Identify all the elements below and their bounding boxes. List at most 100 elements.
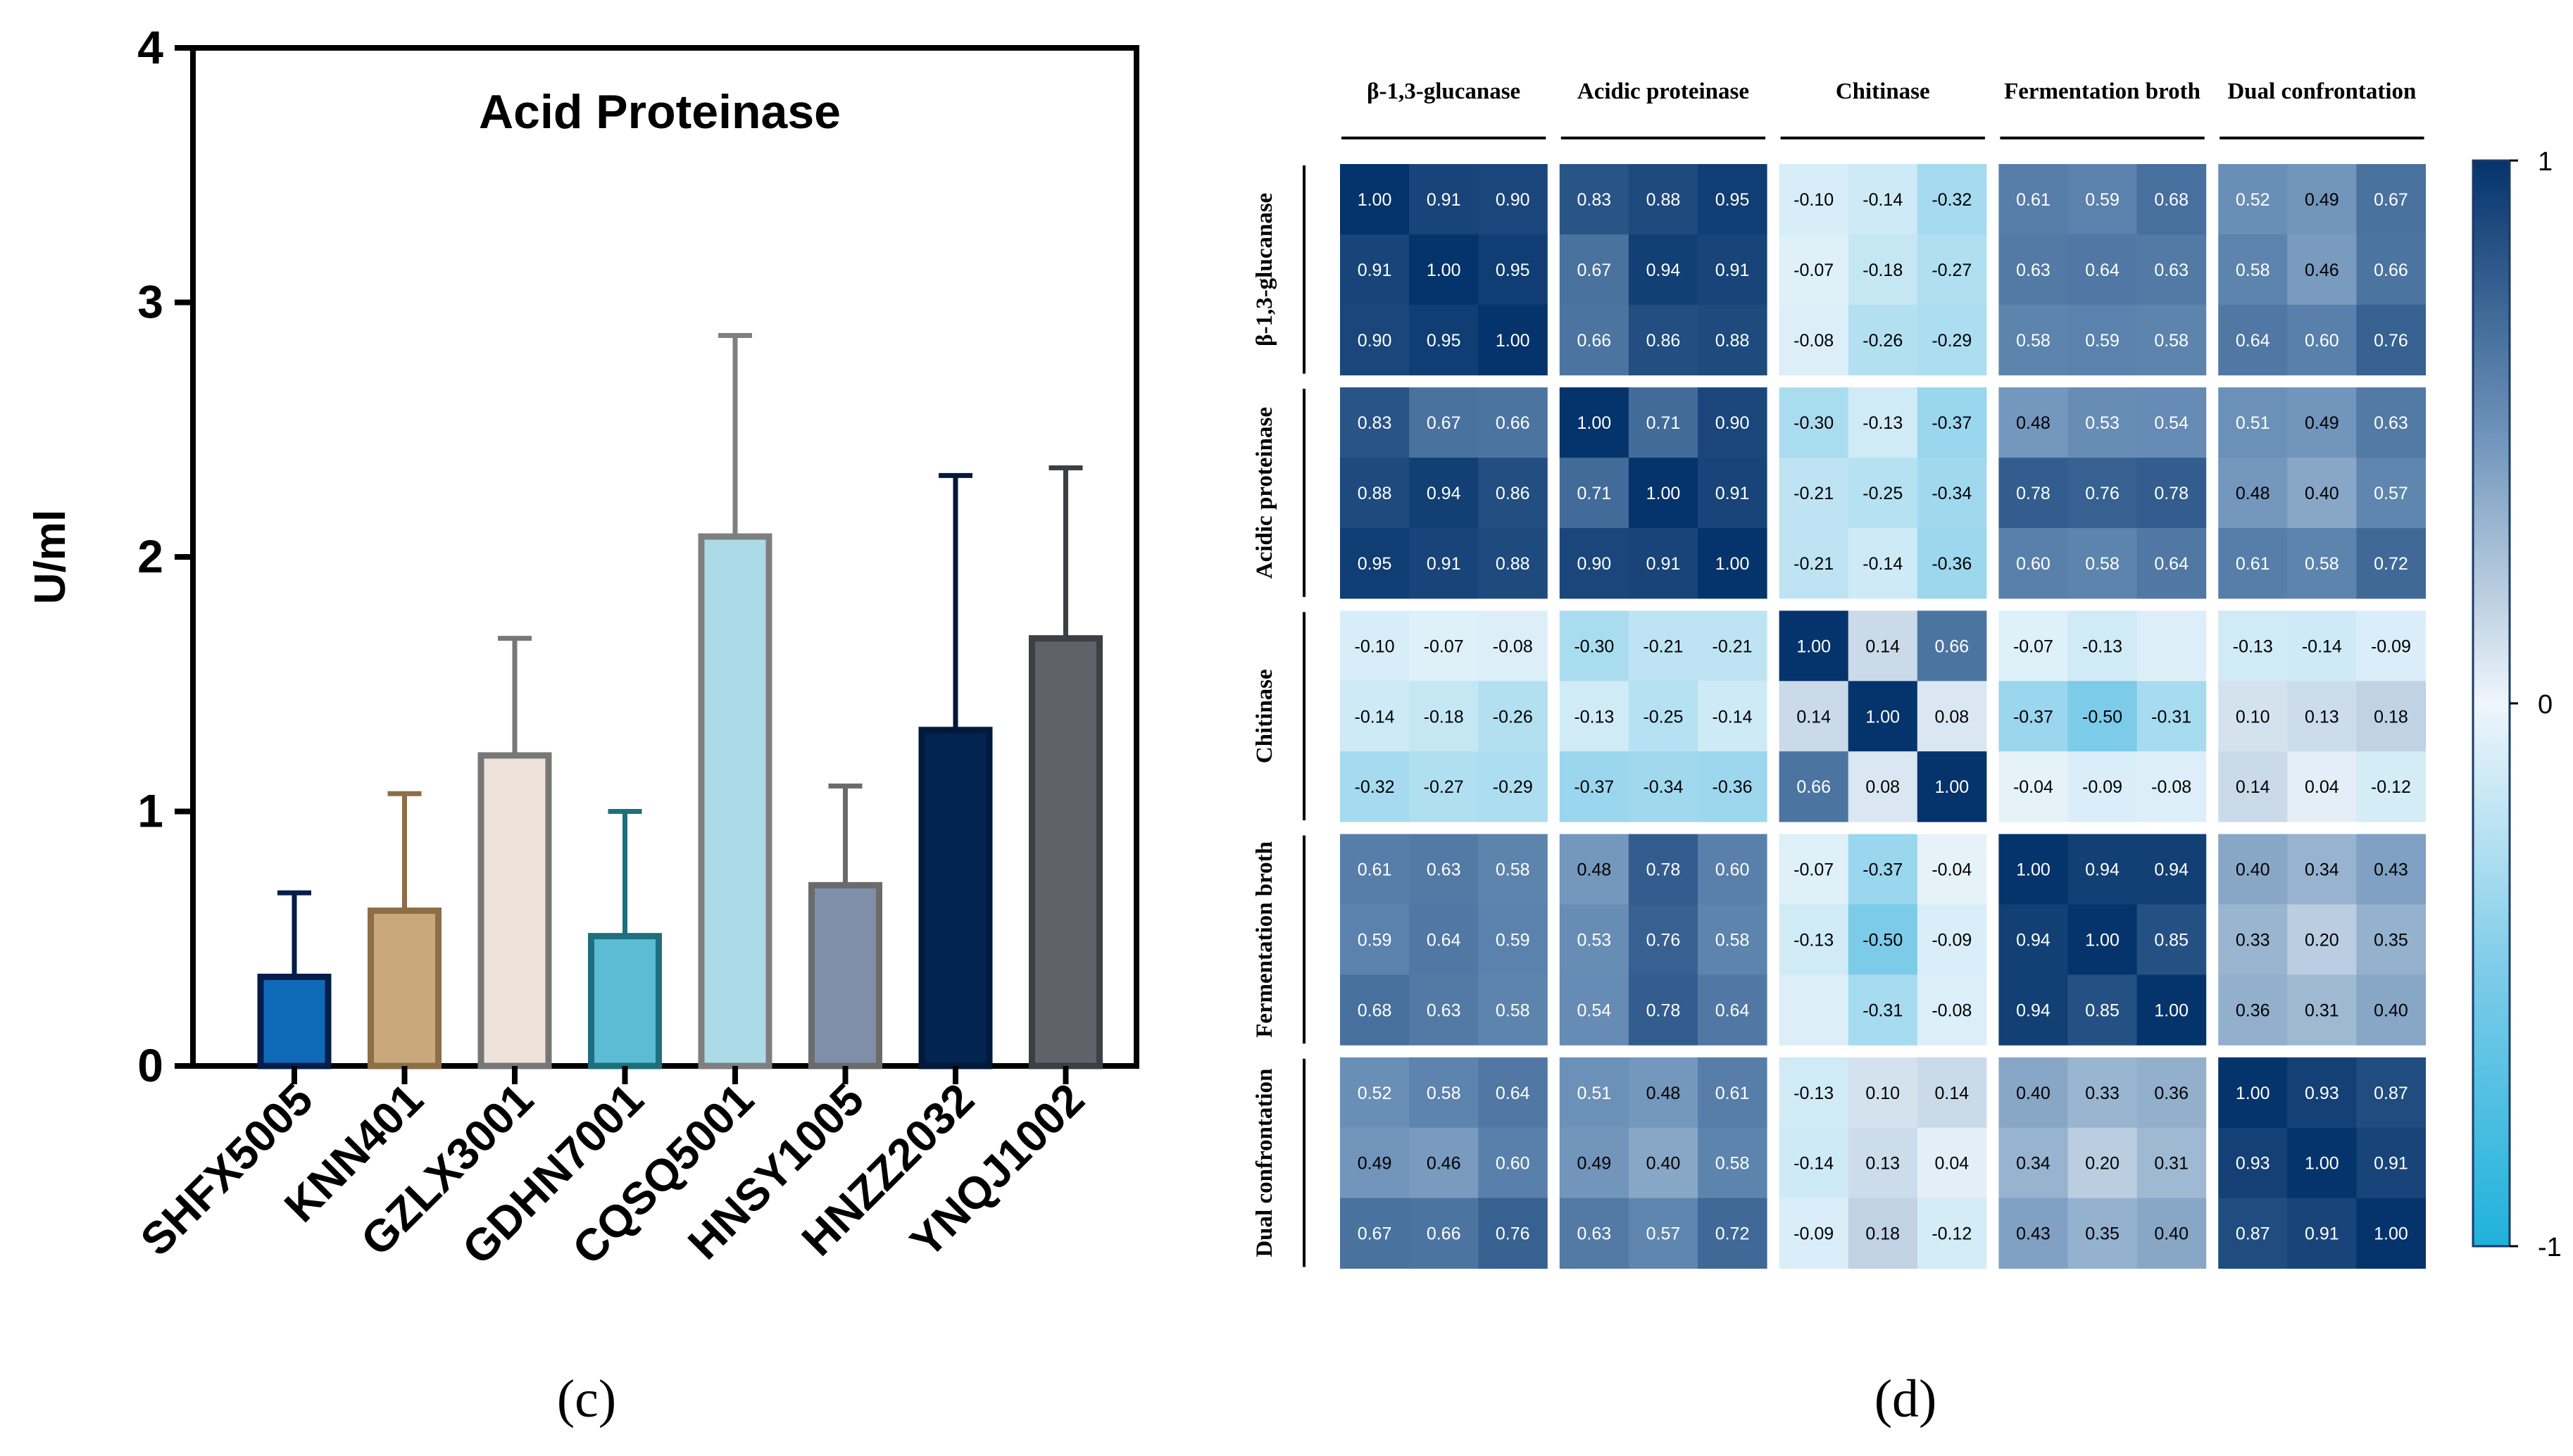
heatmap-cell [2136, 164, 2207, 235]
heatmap-cell-value: 1.00 [1646, 484, 1681, 503]
heatmap-cell [1917, 610, 1987, 682]
acid-proteinase-bar-chart: Acid Proteinase U/ml (c) 0 1 2 3 4 SHFX5005K… [26, 21, 1139, 1429]
heatmap-cell-value: 0.66 [1796, 777, 1831, 797]
heatmap-cell [1559, 1127, 1629, 1199]
heatmap-cell [2067, 528, 2138, 599]
heatmap-cell [2067, 1127, 2138, 1199]
heatmap-cell [1779, 681, 1849, 752]
heatmap-cell [2067, 1057, 2138, 1129]
heatmap-cell-value: -0.31 [2151, 707, 2191, 727]
heatmap-cell-value: 0.67 [1577, 261, 1612, 280]
heatmap-cell-value: -0.18 [1424, 707, 1464, 727]
heatmap-cell-value: 1.00 [2085, 930, 2120, 950]
heatmap-cell-value: -0.14 [1713, 707, 1753, 727]
heatmap-cell [1559, 304, 1629, 376]
heatmap-cell [1559, 904, 1629, 975]
heatmap-cell [1698, 974, 1767, 1046]
heatmap-cell-value: 0.91 [1715, 261, 1750, 280]
heatmap-cell-value: 0.95 [1496, 261, 1530, 280]
heatmap-cell-value: 0.57 [2374, 484, 2408, 503]
bar-series [257, 533, 1103, 1069]
heatmap-cell [1848, 387, 1918, 458]
heatmap-cell [2136, 834, 2207, 905]
heatmap-cell [1478, 528, 1548, 599]
heatmap-cell-value: 0.58 [1715, 930, 1750, 950]
heatmap-cell [1409, 751, 1479, 822]
heatmap-cell [1340, 904, 1410, 975]
bar-GDHN7001 [588, 933, 662, 1069]
correlation-heatmap: 1.00 0.91 0.90 0.83 0.88 0.95 -0.10 -0.14 -0.32 0… [1252, 79, 2562, 1429]
heatmap-cell-value: -0.13 [1793, 930, 1834, 950]
heatmap-cell [1409, 304, 1479, 376]
heatmap-cell [2287, 304, 2357, 376]
top-group-label: Acidic proteinase [1577, 79, 1749, 104]
heatmap-cell-value: 1.00 [2236, 1084, 2270, 1103]
heatmap-cell [1409, 610, 1479, 682]
heatmap-cell-value: -0.36 [1932, 554, 1972, 574]
heatmap-cell [2356, 164, 2426, 235]
heatmap-cell-value: 0.91 [1427, 554, 1461, 574]
heatmap-cell-value: 0.46 [1427, 1154, 1461, 1174]
heatmap-cell [1478, 1057, 1548, 1129]
heatmap-cell [1848, 304, 1918, 376]
heatmap-cell [1917, 681, 1987, 752]
heatmap-cell [2287, 834, 2357, 905]
heatmap-cell-value: 0.91 [2374, 1154, 2408, 1174]
y-tick-label: 1 [137, 785, 163, 837]
bar-plot-frame [190, 45, 1139, 1069]
heatmap-cell [1848, 234, 1918, 306]
heatmap-cell [2287, 1057, 2357, 1129]
heatmap-cell-value: 0.95 [1427, 331, 1461, 351]
left-group-label: Acidic proteinase [1252, 407, 1277, 579]
heatmap-cell-value: 0.60 [1715, 860, 1750, 880]
heatmap-cell-value: 1.00 [1427, 261, 1461, 280]
heatmap-cell-value: 0.53 [2085, 413, 2120, 433]
heatmap-cell [1628, 304, 1698, 376]
heatmap-cell [1409, 528, 1479, 599]
heatmap-cell [2218, 681, 2288, 752]
heatmap-cell [1628, 528, 1698, 599]
heatmap-cell-value: 0.63 [2016, 261, 2051, 280]
heatmap-cell [1340, 1127, 1410, 1199]
heatmap-cell [1698, 304, 1767, 376]
x-tick-label-SHFX5005: SHFX5005 [131, 1074, 323, 1265]
heatmap-cell-value: -0.36 [1713, 777, 1753, 797]
heatmap-cell [1628, 1057, 1698, 1129]
heatmap-cell-value: 0.71 [1577, 484, 1612, 503]
heatmap-cell-value: 1.00 [2305, 1154, 2339, 1174]
heatmap-cell [1779, 751, 1849, 822]
heatmap-cell [1917, 974, 1987, 1046]
heatmap-cell [2136, 904, 2207, 975]
heatmap-cell-value: 0.76 [1646, 930, 1681, 950]
heatmap-cell-value: 0.35 [2085, 1224, 2120, 1244]
heatmap-cell-value: 0.88 [1358, 484, 1392, 503]
heatmap-cell-value: 0.63 [1577, 1224, 1612, 1244]
heatmap-cell-value: 0.59 [1358, 930, 1392, 950]
heatmap-cell [1698, 528, 1767, 599]
heatmap-cell-value: 0.78 [2154, 484, 2189, 503]
heatmap-cell [1698, 834, 1767, 905]
heatmap-cell [1559, 528, 1629, 599]
bar-HNSY1005 [808, 881, 882, 1069]
heatmap-cell [1848, 834, 1918, 905]
heatmap-cell [1340, 1198, 1410, 1269]
heatmap-cell [1409, 974, 1479, 1046]
heatmap-cell-value: 0.57 [1646, 1224, 1681, 1244]
heatmap-cell [2287, 1198, 2357, 1269]
heatmap-cell [1848, 681, 1918, 752]
heatmap-cell [1559, 458, 1629, 529]
heatmap-cell [2218, 387, 2288, 458]
heatmap-cell [2067, 458, 2138, 529]
heatmap-cell [1917, 1127, 1987, 1199]
heatmap-cell [2356, 528, 2426, 599]
heatmap-cell-value: 0.20 [2305, 930, 2339, 950]
heatmap-cell-value: 0.53 [1577, 930, 1612, 950]
heatmap-cell-value: 0.60 [1496, 1154, 1530, 1174]
heatmap-cell-value: -0.07 [1424, 636, 1464, 656]
heatmap-cell-value: -0.29 [1932, 331, 1972, 351]
heatmap-cell [1559, 610, 1629, 682]
heatmap-cell-value: -0.29 [1493, 777, 1533, 797]
heatmap-cell-value: 0.61 [1715, 1084, 1750, 1103]
heatmap-cell [2287, 528, 2357, 599]
